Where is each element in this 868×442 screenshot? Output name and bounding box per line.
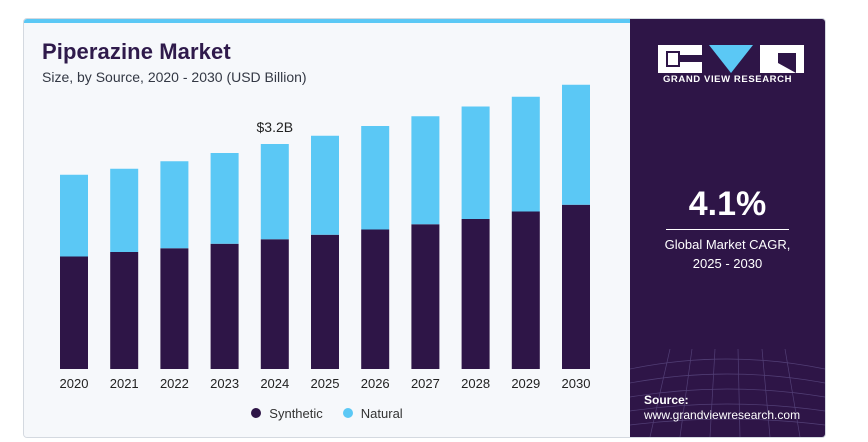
source-note: Source: www.grandviewresearch.com [644, 393, 800, 423]
source-url[interactable]: www.grandviewresearch.com [644, 408, 801, 422]
bar-synthetic-2023 [210, 243, 239, 369]
x-tick-label-2028: 2028 [461, 376, 490, 391]
cagr-label-line1: Global Market CAGR, [664, 237, 791, 252]
cagr-value: 4.1% [688, 185, 767, 223]
data-label-2024: $3.2B [257, 119, 294, 135]
bar-synthetic-2030 [562, 204, 590, 369]
cagr-divider [666, 229, 789, 230]
legend-label-synthetic: Synthetic [269, 405, 323, 421]
chart-subtitle: Size, by Source, 2020 - 2030 (USD Billio… [42, 69, 307, 85]
bar-natural-2026 [361, 126, 390, 230]
grid-decoration-icon [630, 349, 825, 437]
info-sidebar: GRAND VIEW RESEARCH 4.1% Global Market C… [630, 19, 825, 437]
x-tick-label-2030: 2030 [562, 376, 591, 391]
x-tick-label-2021: 2021 [110, 376, 139, 391]
bar-natural-2028 [461, 106, 490, 219]
bar-synthetic-2025 [311, 234, 339, 369]
bar-natural-2020 [60, 174, 88, 257]
bar-synthetic-2020 [60, 256, 88, 369]
bar-chart: 2020 2021 2022 2023 2024 $3.2B 2025 2026 2027 202… [60, 84, 591, 391]
bar-natural-2021 [110, 168, 139, 252]
bar-natural-2025 [311, 135, 339, 235]
bar-synthetic-2024 [260, 239, 289, 369]
bar-synthetic-2028 [461, 219, 490, 369]
chart-card: 2020 2021 2022 2023 2024 $3.2B 2025 2026 2027 202… [23, 18, 826, 438]
x-tick-label-2024: 2024 [260, 376, 289, 391]
cagr-label-line2: 2025 - 2030 [692, 256, 763, 271]
x-tick-label-2026: 2026 [361, 376, 390, 391]
bar-natural-2030 [562, 84, 590, 205]
bar-natural-2029 [511, 96, 540, 212]
bar-synthetic-2027 [411, 224, 440, 369]
legend-label-natural: Natural [360, 405, 403, 421]
x-tick-label-2023: 2023 [210, 376, 239, 391]
gvr-logo-icon [658, 45, 804, 73]
legend-swatch-natural [342, 408, 353, 418]
x-tick-label-2029: 2029 [511, 376, 540, 391]
accent-bar [24, 19, 630, 23]
chart-panel: 2020 2021 2022 2023 2024 $3.2B 2025 2026 2027 202… [24, 19, 630, 437]
bar-natural-2023 [210, 153, 239, 244]
x-tick-label-2027: 2027 [411, 376, 440, 391]
bar-natural-2027 [411, 116, 440, 225]
chart-title: Piperazine Market [42, 39, 231, 64]
bar-synthetic-2029 [511, 211, 540, 369]
x-tick-label-2022: 2022 [160, 376, 189, 391]
cagr-label: Global Market CAGR, 2025 - 2030 [630, 235, 825, 273]
legend-item-synthetic: Synthetic [251, 405, 323, 421]
chart-legend: Synthetic Natural [24, 403, 630, 423]
bar-synthetic-2022 [160, 248, 189, 369]
bar-synthetic-2021 [110, 252, 139, 369]
legend-swatch-synthetic [251, 408, 262, 418]
bar-natural-2024 [260, 144, 289, 240]
brand-name: GRAND VIEW RESEARCH [662, 74, 793, 85]
bar-natural-2022 [160, 161, 189, 249]
bar-synthetic-2026 [361, 229, 390, 369]
source-label: Source: [644, 393, 689, 407]
legend-item-natural: Natural [342, 405, 403, 421]
x-tick-label-2020: 2020 [60, 376, 89, 391]
x-tick-label-2025: 2025 [311, 376, 340, 391]
